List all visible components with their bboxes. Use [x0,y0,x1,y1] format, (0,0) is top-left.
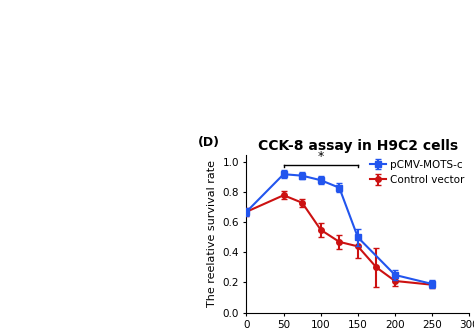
Title: CCK-8 assay in H9C2 cells: CCK-8 assay in H9C2 cells [258,139,458,153]
Legend: pCMV-MOTS-c, Control vector: pCMV-MOTS-c, Control vector [370,160,464,185]
Text: (D): (D) [198,136,219,149]
Y-axis label: The reelative survival rate: The reelative survival rate [207,160,217,307]
Text: *: * [318,150,324,163]
